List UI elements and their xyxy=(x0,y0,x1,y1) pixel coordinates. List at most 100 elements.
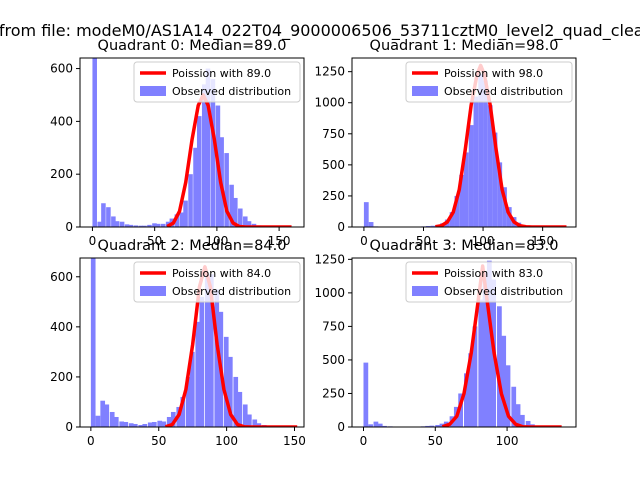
y-tick-label: 1250 xyxy=(314,65,345,79)
y-tick-label: 1250 xyxy=(314,252,345,266)
y-tick-label: 400 xyxy=(50,320,73,334)
histogram-bar xyxy=(97,221,102,227)
histogram-bar xyxy=(363,362,369,427)
legend-line-label: Poission with 84.0 xyxy=(172,267,271,280)
histogram-bar xyxy=(123,421,129,427)
legend-bar-swatch xyxy=(412,286,438,296)
legend-bar-label: Observed distribution xyxy=(444,85,563,98)
histogram-bar xyxy=(458,393,463,427)
histogram-bar xyxy=(497,162,503,227)
histogram-bar xyxy=(368,424,373,427)
histogram-bar xyxy=(160,223,166,227)
y-tick-label: 0 xyxy=(337,420,345,434)
histogram-bar xyxy=(161,421,167,427)
histogram-bar xyxy=(180,396,186,427)
histogram-bar xyxy=(114,221,120,227)
histogram-bar xyxy=(147,422,153,427)
subplot-title: Quadrant 2: Median=84.0 xyxy=(98,238,287,254)
histogram-bar xyxy=(166,416,172,427)
subplot-title: Quadrant 3: Median=83.0 xyxy=(370,238,559,254)
histogram-bar xyxy=(128,423,134,427)
y-tick-label: 500 xyxy=(322,353,345,367)
histogram-bar xyxy=(246,414,252,427)
y-tick-label: 750 xyxy=(322,127,345,141)
y-tick-label: 0 xyxy=(65,220,73,234)
axes-frame xyxy=(79,57,305,228)
histogram-bar xyxy=(155,223,161,227)
histogram-bar xyxy=(113,416,119,427)
y-tick-label: 400 xyxy=(50,114,73,128)
histogram-bar xyxy=(373,421,379,427)
histogram-bar xyxy=(363,202,369,227)
y-tick-label: 600 xyxy=(50,270,73,284)
legend: Poission with 84.0 Observed distribution xyxy=(133,261,301,303)
legend-bar-swatch xyxy=(412,86,438,96)
histogram-bar xyxy=(100,400,106,427)
histogram-bar xyxy=(486,260,492,427)
histogram-bar xyxy=(183,200,188,227)
histogram-bar xyxy=(90,258,96,427)
histogram-bar xyxy=(142,423,148,427)
histogram-bar xyxy=(138,424,144,427)
x-tick-label: 150 xyxy=(268,234,291,248)
legend-box xyxy=(133,61,301,103)
histogram-bar xyxy=(142,225,147,227)
histogram-bar xyxy=(109,411,115,427)
histogram-bar xyxy=(468,353,474,427)
histogram-bar xyxy=(128,224,134,227)
histogram-bar xyxy=(196,116,202,227)
histogram-bar xyxy=(237,391,243,427)
poisson-curve xyxy=(441,264,562,427)
legend-box xyxy=(405,61,573,103)
histogram-bar xyxy=(505,365,511,427)
x-tick-label: 100 xyxy=(215,434,238,448)
histogram-bar xyxy=(199,296,205,427)
histogram-bar xyxy=(223,336,229,427)
histogram-bar xyxy=(208,274,214,427)
histogram-bar xyxy=(106,207,111,227)
histogram-bar xyxy=(246,221,252,227)
histogram-bar xyxy=(201,84,207,227)
histogram-bar xyxy=(193,147,198,227)
x-tick-label: 50 xyxy=(151,434,166,448)
histogram-bar xyxy=(377,423,383,427)
histogram-bar xyxy=(497,306,502,427)
histogram-bar xyxy=(429,425,435,427)
x-tick-label: 50 xyxy=(416,234,431,248)
histogram-bar xyxy=(515,404,521,427)
poisson-curve xyxy=(166,93,292,227)
histogram-bar xyxy=(170,411,176,427)
y-tick-label: 1000 xyxy=(314,286,345,300)
histogram-bar xyxy=(439,423,445,427)
histogram-bar xyxy=(233,376,239,427)
histogram-bar xyxy=(487,105,493,227)
histogram-bar xyxy=(492,132,498,227)
histogram-bar xyxy=(188,174,193,227)
legend-bar-label: Observed distribution xyxy=(172,85,291,98)
histogram-bar xyxy=(238,208,243,227)
histogram-bar xyxy=(511,386,517,427)
legend-box xyxy=(133,261,301,303)
x-tick-label: 50 xyxy=(147,234,162,248)
histogram-bar xyxy=(95,415,101,427)
histogram-bar xyxy=(233,197,238,227)
histogram-bar xyxy=(224,153,229,227)
x-tick-label: 0 xyxy=(87,434,95,448)
legend: Poission with 83.0 Observed distribution xyxy=(405,261,573,303)
y-tick-label: 250 xyxy=(322,189,345,203)
histogram-bar xyxy=(501,335,507,427)
histogram-bar xyxy=(132,423,138,427)
histogram-bar xyxy=(119,421,125,427)
histogram-bar xyxy=(464,373,469,427)
histogram-bar xyxy=(459,174,464,227)
histogram-bar xyxy=(92,58,97,227)
histogram-bar xyxy=(468,125,474,227)
y-tick-label: 200 xyxy=(50,370,73,384)
histogram-bar xyxy=(425,425,430,427)
y-tick-label: 0 xyxy=(337,220,345,234)
subplot-grid: 0 50 100 150 0 200 400 600 Quadrant 0: Median=89… xyxy=(50,38,577,448)
histogram-bar xyxy=(464,152,469,227)
quadrant-2-panel: 0 50 100 150 0 200 400 600 Quadrant 2: Median=84… xyxy=(50,238,306,448)
figure-suptitle: Data from file: modeM0/AS1A14_022T04_900… xyxy=(0,21,640,41)
